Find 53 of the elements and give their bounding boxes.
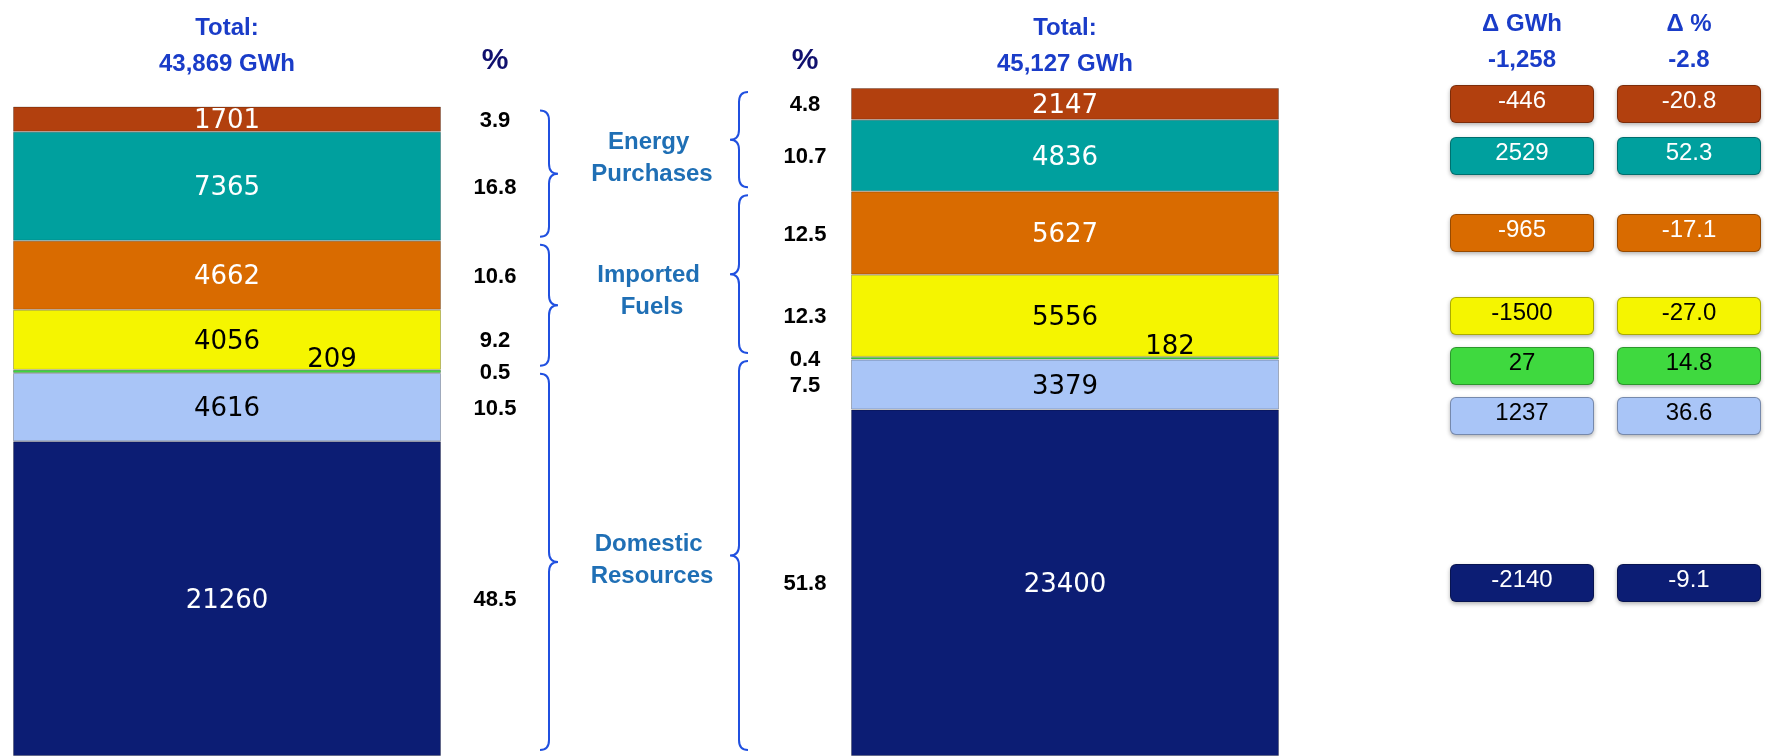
text: % bbox=[791, 41, 819, 75]
data-label: 4616 bbox=[193, 392, 261, 423]
data-label: 5627 bbox=[1031, 218, 1099, 249]
label-tag: 36.6 bbox=[1617, 396, 1761, 435]
total-label: Total: 45,127 GWh bbox=[996, 12, 1134, 76]
annotation: 0.5 bbox=[479, 358, 511, 384]
data-label: 4056 bbox=[193, 324, 261, 355]
annotation: 51.8 bbox=[783, 570, 827, 596]
label-tag: -20.8 bbox=[1617, 85, 1761, 123]
label-tag: -17.1 bbox=[1617, 214, 1761, 252]
data-label: 5556 bbox=[1031, 300, 1099, 331]
data-label: 4662 bbox=[193, 260, 261, 291]
label-tag: -27.0 bbox=[1617, 296, 1761, 335]
annotation: Domestic Resources bbox=[590, 529, 714, 589]
total-label: Total: 43,869 GWh bbox=[158, 12, 296, 76]
data-label: 7365 bbox=[193, 171, 261, 202]
label-tag: -446 bbox=[1450, 85, 1594, 123]
label-tag: -1500 bbox=[1450, 296, 1594, 335]
label-tag: 2529 bbox=[1450, 136, 1594, 175]
annotation: 7.5 bbox=[789, 372, 821, 398]
annotation: 48.5 bbox=[473, 586, 517, 612]
label-tag: 14.8 bbox=[1617, 346, 1761, 385]
annotation: Energy Purchases bbox=[591, 127, 713, 187]
annotation: 12.3 bbox=[783, 303, 827, 329]
text: -2.8 bbox=[1668, 44, 1710, 72]
annotation: 10.6 bbox=[473, 262, 517, 288]
annotation: 10.7 bbox=[783, 143, 827, 169]
data-label: 209 bbox=[307, 342, 357, 373]
annotation: 9.2 bbox=[479, 327, 511, 353]
data-label: 2147 bbox=[1031, 88, 1099, 119]
label-tag: -965 bbox=[1450, 214, 1594, 252]
annotation: 0.4 bbox=[789, 345, 822, 371]
data-label: 3379 bbox=[1031, 369, 1099, 400]
label-tag: 52.3 bbox=[1617, 136, 1761, 175]
annotation: 12.5 bbox=[783, 220, 827, 246]
data-label: 182 bbox=[1145, 329, 1195, 360]
label-tag: 1237 bbox=[1450, 396, 1594, 435]
data-label: 21260 bbox=[185, 583, 269, 614]
annotation: 16.8 bbox=[473, 173, 517, 199]
annotation: Imported Fuels bbox=[597, 260, 707, 320]
annotation: 10.5 bbox=[473, 394, 517, 420]
label-tag: -2140 bbox=[1450, 563, 1594, 602]
text: -1,258 bbox=[1487, 44, 1557, 72]
data-label: 4836 bbox=[1031, 140, 1099, 171]
data-label: 23400 bbox=[1023, 567, 1107, 598]
label-tag: -9.1 bbox=[1617, 563, 1761, 602]
annotation: 3.9 bbox=[479, 106, 511, 132]
annotation: 4.8 bbox=[789, 91, 821, 117]
text: Δ GWh bbox=[1482, 8, 1562, 36]
text: Δ % bbox=[1666, 8, 1712, 36]
data-label: 1701 bbox=[193, 104, 261, 135]
label-tag: 27 bbox=[1450, 346, 1594, 385]
text: % bbox=[481, 41, 509, 75]
